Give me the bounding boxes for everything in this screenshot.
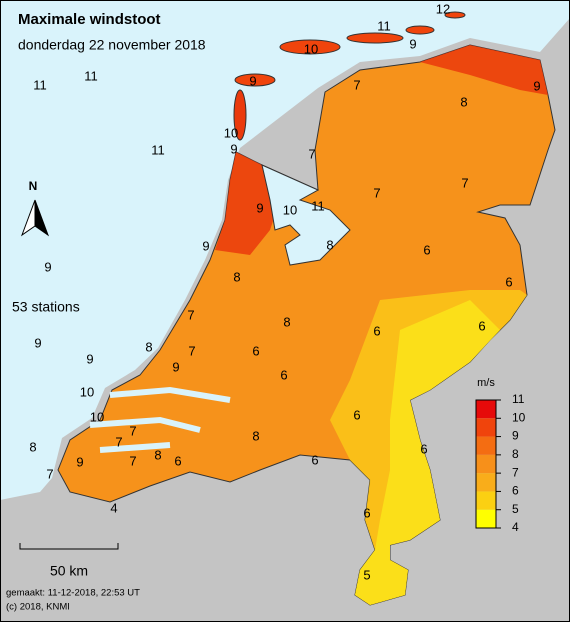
station-value: 9: [533, 78, 540, 93]
island: [279, 39, 341, 55]
station-value: 7: [188, 343, 195, 358]
station-value: 9: [409, 36, 416, 51]
station-value: 7: [115, 434, 122, 449]
station-value: 6: [478, 318, 485, 333]
station-value: 11: [311, 198, 325, 213]
station-value: 10: [90, 409, 104, 424]
station-value: 9: [44, 259, 51, 274]
ijsselmeer: [261, 164, 351, 266]
station-value: 8: [460, 94, 467, 109]
station-value: 10: [80, 384, 94, 399]
station-value: 9: [230, 141, 237, 156]
legend-label: 6: [512, 484, 519, 498]
legend-swatch: [476, 454, 496, 474]
legend-label: 9: [512, 429, 519, 443]
island: [405, 25, 435, 35]
legend-swatch: [476, 473, 496, 492]
station-value: 10: [224, 125, 238, 140]
station-value: 9: [34, 335, 41, 350]
legend-label: 5: [512, 502, 519, 516]
station-value: 6: [252, 343, 259, 358]
wind-zone-red-north: [420, 45, 548, 95]
island: [234, 73, 276, 87]
station-value: 12: [436, 1, 450, 16]
station-value: 6: [280, 367, 287, 382]
wind-zone-red: [215, 152, 280, 255]
station-value: 6: [373, 323, 380, 338]
legend-label: 8: [512, 447, 519, 461]
station-value: 5: [363, 567, 370, 582]
station-value: 11: [84, 68, 98, 83]
station-value: 7: [373, 185, 380, 200]
station-value: 8: [326, 237, 333, 252]
legend-swatch: [476, 418, 496, 437]
station-value: 10: [304, 41, 318, 56]
title: Maximale windstoot: [18, 11, 161, 28]
scale-bar: [19, 543, 119, 550]
station-value: 11: [377, 18, 391, 33]
legend-border: [475, 399, 497, 529]
legend-label: 7: [512, 465, 519, 479]
scale-label: 50 km: [50, 563, 88, 579]
station-value: 6: [363, 505, 370, 520]
subtitle: donderdag 22 november 2018: [18, 37, 206, 53]
wind-zone-light: [355, 300, 500, 605]
legend-unit: m/s: [477, 377, 495, 389]
station-value: 7: [46, 466, 53, 481]
station-value: 7: [353, 77, 360, 92]
station-value: 6: [423, 242, 430, 257]
station-value: 10: [283, 202, 297, 217]
station-value: 7: [187, 307, 194, 322]
station-value: 9: [76, 454, 83, 469]
station-value: 7: [308, 146, 315, 161]
legend-swatch: [476, 400, 496, 419]
footer-made: gemaakt: 11-12-2018, 22:53 UT: [6, 588, 140, 599]
legend-swatch: [476, 436, 496, 455]
station-value: 6: [505, 274, 512, 289]
legend: 11 10 9 8 7 6 5 4: [475, 392, 526, 534]
station-value: 9: [256, 200, 263, 215]
station-value: 9: [249, 73, 256, 88]
station-value: 7: [461, 175, 468, 190]
station-value: 8: [145, 339, 152, 354]
station-value: 11: [151, 142, 165, 157]
island: [346, 32, 404, 44]
station-value: 8: [154, 447, 161, 462]
sea: [0, 0, 570, 500]
footer-copyright: (c) 2018, KNMI: [6, 602, 70, 613]
station-value: 9: [202, 238, 209, 253]
station-value: 6: [311, 452, 318, 467]
legend-label: 10: [512, 410, 526, 424]
station-value: 9: [172, 359, 179, 374]
estuaries: [89, 386, 231, 453]
station-value: 8: [252, 428, 259, 443]
station-value: 9: [86, 351, 93, 366]
island: [444, 11, 466, 19]
station-value: 8: [29, 439, 36, 454]
station-value: 4: [110, 500, 117, 515]
station-value: 8: [283, 314, 290, 329]
legend-swatch: [476, 491, 496, 510]
island: [233, 89, 247, 141]
station-value: 6: [420, 441, 427, 456]
north-arrow: [20, 199, 50, 237]
legend-label: 11: [512, 392, 525, 406]
station-value: 8: [233, 269, 240, 284]
legend-swatch: [476, 509, 496, 528]
station-value: 7: [129, 423, 136, 438]
station-value: 7: [129, 453, 136, 468]
station-value: 6: [174, 453, 181, 468]
station-value: 11: [33, 77, 47, 92]
north-label: N: [29, 179, 38, 193]
station-value: 6: [353, 407, 360, 422]
legend-label: 4: [512, 520, 519, 534]
station-count: 53 stations: [12, 299, 80, 315]
